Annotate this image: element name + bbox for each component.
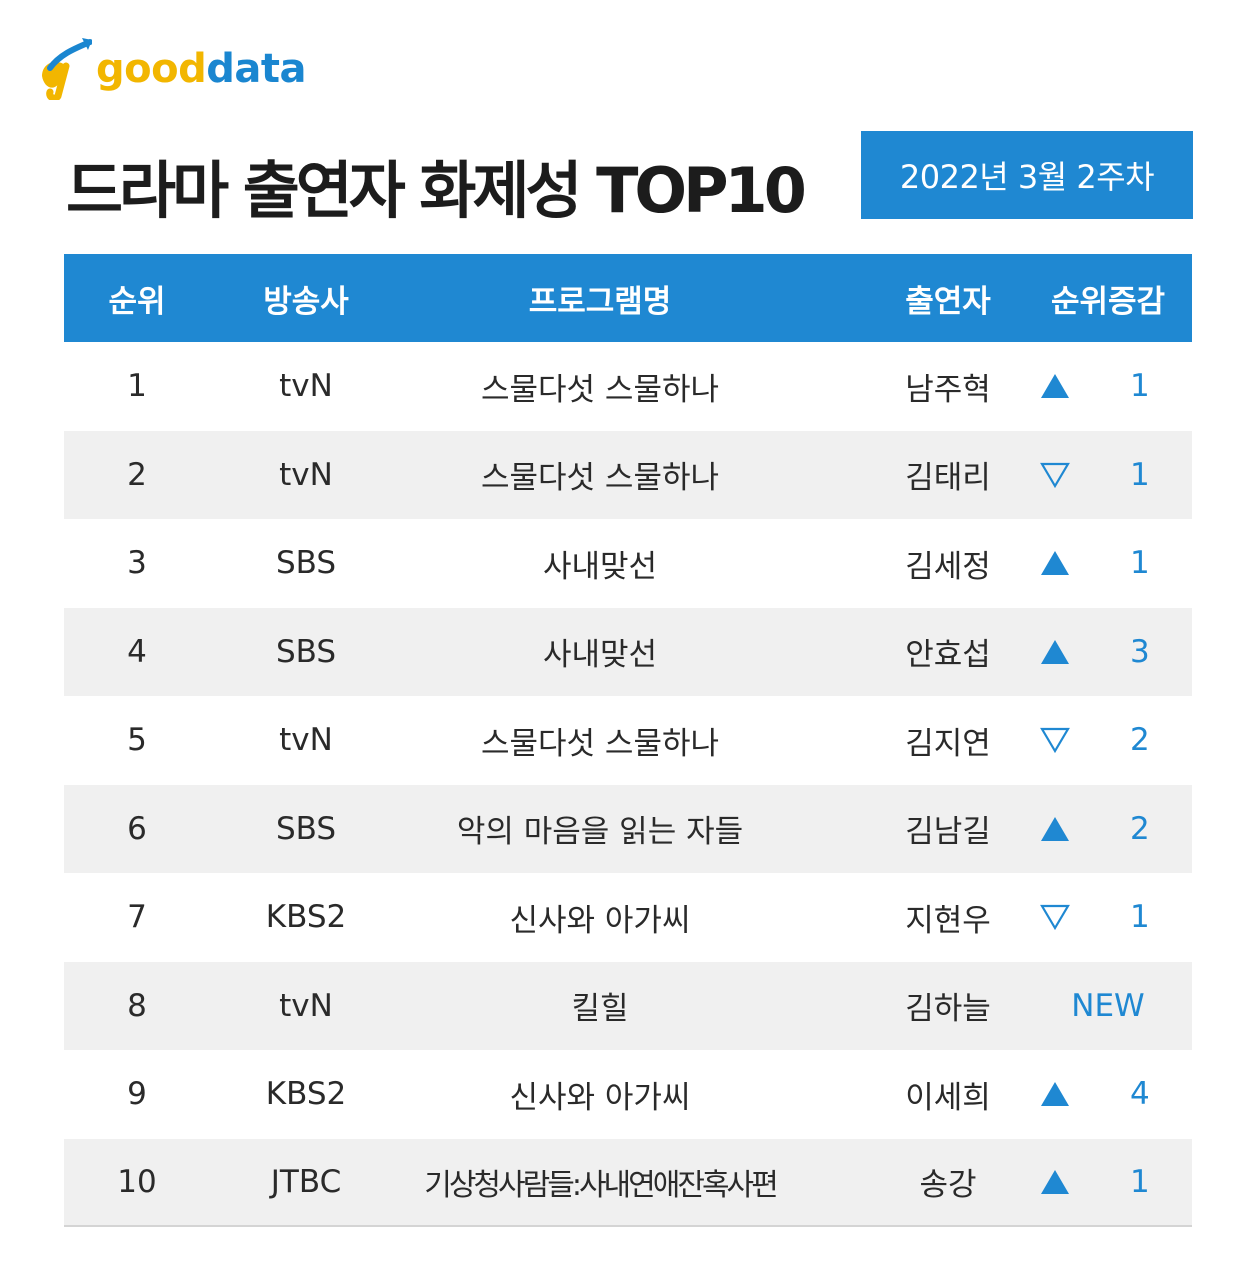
program-cell: 스물다섯 스물하나 [480, 371, 719, 408]
table-row: 2 tvN 스물다섯 스물하나 김태리 1 [64, 430, 1192, 520]
change-value: 3 [1130, 633, 1150, 670]
cast-cell: 안효섭 [905, 637, 991, 674]
new-badge: NEW [1071, 987, 1145, 1024]
broadcaster-cell: SBS [275, 810, 337, 847]
gooddata-logo: gooddata [36, 38, 306, 100]
table-row: 5 tvN 스물다섯 스물하나 김지연 2 [64, 696, 1192, 785]
logo-good-text: good [96, 46, 207, 92]
cast-cell: 이세희 [905, 1079, 991, 1116]
triangle-down-icon [1038, 461, 1072, 489]
broadcaster-cell: tvN [279, 987, 333, 1024]
triangle-up-icon [1038, 815, 1072, 843]
change-value: 1 [1130, 545, 1150, 582]
table-row: 1 tvN 스물다섯 스물하나 남주혁 1 [64, 342, 1192, 431]
ranking-table: 순위 방송사 프로그램명 출연자 순위증감 1 tvN 스물다섯 스물하나 남주혁 1 2… [64, 254, 1192, 1227]
table-row: 7 KBS2 신사와 아가씨 지현우 1 [64, 873, 1192, 962]
header-program: 프로그램명 [528, 283, 672, 320]
program-cell: 스물다섯 스물하나 [480, 725, 719, 762]
program-cell: 악의 마음을 읽는 자들 [456, 814, 744, 851]
cast-cell: 송강 [919, 1167, 977, 1204]
table-header: 순위 방송사 프로그램명 출연자 순위증감 [64, 254, 1192, 342]
table-row: 8 tvN 킬힐 김하늘 NEW [64, 961, 1192, 1051]
change-value: 2 [1130, 810, 1150, 847]
cast-cell: 김세정 [905, 548, 991, 585]
logo-data-text: data [206, 46, 306, 92]
change-value: 1 [1130, 456, 1150, 493]
change-cell: 2 [1004, 696, 1192, 785]
date-badge: 2022년 3월 2주차 [861, 131, 1193, 219]
rank-cell: 8 [127, 987, 147, 1024]
rank-cell: 4 [127, 633, 147, 670]
change-cell: 1 [1004, 873, 1192, 962]
table-body: 1 tvN 스물다섯 스물하나 남주혁 1 2 tvN 스물다섯 스물하나 김태리 1 3 SBS 사내… [64, 342, 1192, 1227]
cast-cell: 남주혁 [905, 371, 991, 408]
change-cell: 1 [1004, 1139, 1192, 1226]
change-cell: 3 [1004, 608, 1192, 697]
triangle-down-icon [1038, 726, 1072, 754]
table-row: 10 JTBC 기상청사람들:사내연애잔혹사편 송강 1 [64, 1138, 1192, 1227]
table-row: 3 SBS 사내맞선 김세정 1 [64, 519, 1192, 608]
triangle-down-icon [1038, 903, 1072, 931]
rank-cell: 9 [127, 1076, 147, 1113]
rank-cell: 6 [127, 810, 147, 847]
broadcaster-cell: SBS [275, 633, 337, 670]
cast-cell: 김지연 [905, 725, 991, 762]
rank-cell: 2 [127, 456, 147, 493]
table-row: 6 SBS 악의 마음을 읽는 자들 김남길 2 [64, 784, 1192, 874]
broadcaster-cell: tvN [279, 456, 333, 493]
change-cell: 1 [1004, 519, 1192, 608]
rank-cell: 1 [127, 368, 147, 405]
table-row: 9 KBS2 신사와 아가씨 이세희 4 [64, 1050, 1192, 1139]
header-rank: 순위 [108, 283, 166, 320]
triangle-up-icon [1038, 1080, 1072, 1108]
rank-cell: 5 [127, 722, 147, 759]
cast-cell: 지현우 [905, 902, 991, 939]
change-value: 1 [1130, 899, 1150, 936]
program-cell: 스물다섯 스물하나 [480, 460, 719, 497]
rank-cell: 7 [127, 899, 147, 936]
broadcaster-cell: KBS2 [265, 1076, 347, 1113]
triangle-up-icon [1038, 638, 1072, 666]
rank-cell: 3 [127, 545, 147, 582]
page-title: 드라마 출연자 화제성 TOP10 [66, 154, 807, 227]
broadcaster-cell: SBS [275, 545, 337, 582]
change-value: 1 [1130, 368, 1150, 405]
broadcaster-cell: tvN [279, 368, 333, 405]
rank-cell: 10 [117, 1163, 157, 1200]
program-cell: 킬힐 [571, 991, 629, 1028]
program-cell: 기상청사람들:사내연애잔혹사편 [424, 1167, 779, 1203]
program-cell: 사내맞선 [542, 548, 658, 585]
table-row: 4 SBS 사내맞선 안효섭 3 [64, 607, 1192, 697]
program-cell: 신사와 아가씨 [509, 902, 691, 939]
header-cast: 출연자 [905, 283, 991, 320]
triangle-up-icon [1038, 1168, 1072, 1196]
broadcaster-cell: KBS2 [265, 899, 347, 936]
header-change: 순위증감 [1050, 283, 1166, 320]
change-cell: 1 [1004, 342, 1192, 431]
triangle-up-icon [1038, 549, 1072, 577]
program-cell: 신사와 아가씨 [509, 1079, 691, 1116]
change-cell: NEW [1004, 962, 1192, 1051]
change-value: 4 [1130, 1076, 1150, 1113]
change-value: 2 [1130, 722, 1150, 759]
triangle-up-icon [1038, 372, 1072, 400]
cast-cell: 김남길 [905, 814, 991, 851]
change-cell: 2 [1004, 785, 1192, 874]
gooddata-logo-icon [42, 38, 92, 100]
change-cell: 4 [1004, 1050, 1192, 1139]
cast-cell: 김하늘 [905, 991, 991, 1028]
change-cell: 1 [1004, 431, 1192, 520]
header-broadcaster: 방송사 [263, 283, 349, 320]
program-cell: 사내맞선 [542, 637, 658, 674]
cast-cell: 김태리 [905, 460, 991, 497]
broadcaster-cell: tvN [279, 722, 333, 759]
change-value: 1 [1130, 1163, 1150, 1200]
broadcaster-cell: JTBC [270, 1163, 342, 1200]
